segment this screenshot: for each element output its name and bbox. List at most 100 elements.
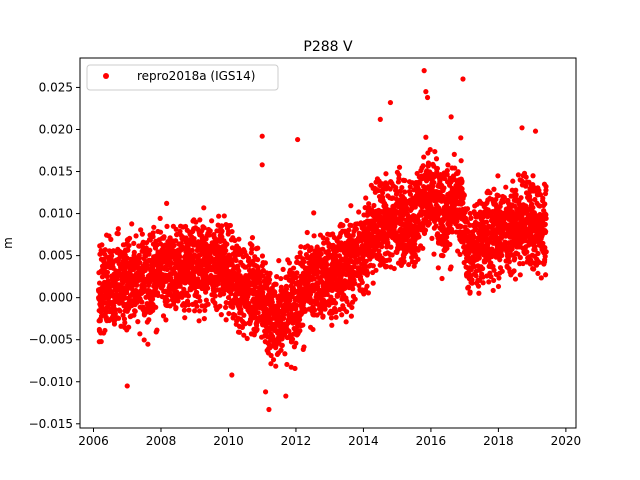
data-point — [177, 283, 183, 289]
data-point — [402, 177, 408, 184]
data-point — [296, 317, 303, 323]
data-point — [475, 283, 482, 289]
data-point — [282, 351, 288, 357]
data-point — [532, 128, 539, 134]
data-point — [333, 314, 339, 320]
data-point — [233, 257, 239, 264]
data-point — [517, 272, 523, 278]
data-point — [266, 406, 272, 413]
data-point — [421, 68, 427, 74]
data-point — [139, 299, 145, 305]
data-point — [515, 172, 522, 178]
data-point — [530, 204, 536, 211]
data-point — [206, 232, 212, 238]
data-point — [259, 162, 265, 168]
y-axis-label: m — [1, 237, 15, 249]
data-point — [290, 265, 297, 271]
data-point — [222, 304, 229, 310]
legend: repro2018a (IGS14) — [86, 64, 279, 91]
data-point — [203, 289, 209, 295]
data-point — [194, 303, 200, 309]
data-point — [300, 322, 306, 328]
y-tick-label: −0.010 — [29, 375, 73, 389]
data-point — [153, 304, 159, 310]
data-point — [102, 247, 108, 253]
data-point — [268, 361, 274, 367]
data-point — [543, 249, 549, 255]
data-point — [224, 241, 230, 247]
data-point — [348, 313, 354, 319]
data-point — [268, 352, 274, 359]
data-point — [311, 233, 317, 239]
data-point — [273, 281, 279, 287]
data-point — [132, 308, 138, 314]
data-point — [276, 258, 282, 264]
data-point — [491, 186, 497, 192]
data-point — [486, 279, 492, 285]
data-point — [242, 321, 248, 327]
data-point — [278, 347, 284, 353]
data-point — [131, 249, 137, 255]
data-point — [324, 262, 330, 268]
data-point — [284, 361, 290, 368]
y-tick-label: 0.025 — [39, 80, 73, 94]
data-point — [448, 114, 454, 120]
data-point — [433, 156, 440, 162]
data-point — [160, 313, 167, 319]
data-point — [476, 290, 482, 296]
data-point — [270, 357, 277, 363]
x-tick-label: 2006 — [78, 434, 109, 448]
data-point — [141, 337, 147, 343]
data-point — [542, 221, 548, 227]
data-point — [133, 233, 139, 239]
data-point — [542, 201, 548, 207]
data-point — [173, 226, 179, 232]
data-point — [283, 393, 289, 399]
data-point — [510, 178, 516, 184]
data-point — [195, 276, 201, 282]
data-point — [192, 308, 198, 314]
data-point — [255, 245, 261, 251]
data-point — [506, 259, 512, 265]
data-point — [126, 242, 132, 249]
data-point — [216, 213, 222, 219]
data-point — [281, 311, 287, 318]
data-point — [467, 289, 473, 295]
data-point — [377, 116, 383, 122]
data-point — [186, 307, 192, 313]
data-point — [297, 250, 303, 256]
data-point — [373, 267, 379, 273]
data-point — [353, 226, 359, 232]
data-point — [283, 286, 290, 292]
y-tick-label: 0.000 — [39, 291, 73, 305]
data-point — [512, 255, 518, 262]
data-point — [311, 210, 317, 216]
data-point — [415, 256, 421, 262]
data-point — [297, 328, 303, 334]
data-point — [174, 231, 180, 238]
data-point — [136, 255, 143, 261]
data-point — [112, 311, 118, 317]
data-point — [104, 273, 110, 280]
data-point — [289, 336, 296, 342]
data-point — [198, 264, 204, 270]
data-point — [241, 312, 247, 318]
data-point — [431, 251, 437, 257]
data-point — [126, 324, 132, 330]
data-point — [209, 218, 215, 224]
data-point — [151, 224, 157, 230]
data-point — [365, 270, 371, 276]
data-point — [137, 331, 143, 337]
data-point — [125, 247, 131, 253]
data-point — [490, 287, 496, 294]
data-point — [164, 200, 170, 206]
data-point — [157, 229, 164, 235]
data-point — [518, 195, 524, 201]
data-point — [280, 266, 286, 272]
data-point — [97, 318, 103, 324]
data-point — [205, 301, 211, 307]
data-point — [495, 193, 501, 199]
data-point — [370, 280, 376, 286]
data-point — [458, 158, 464, 164]
